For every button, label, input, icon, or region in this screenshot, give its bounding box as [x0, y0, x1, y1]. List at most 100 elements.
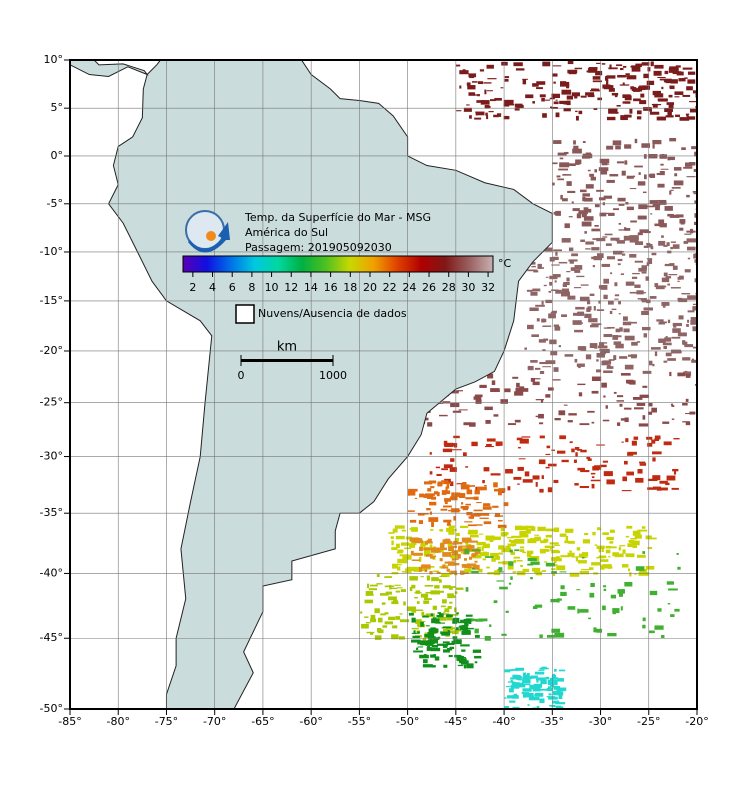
sst-patch	[427, 639, 431, 644]
sst-patch	[412, 635, 420, 639]
sst-patch	[511, 535, 521, 538]
sst-patch	[581, 156, 591, 159]
sst-patch	[575, 110, 578, 113]
sst-patch	[654, 437, 659, 442]
sst-patch	[561, 314, 568, 318]
sst-patch	[641, 310, 649, 316]
sst-patch	[650, 213, 653, 215]
sst-patch	[380, 613, 386, 616]
sst-patch	[394, 525, 405, 529]
sst-patch	[455, 64, 461, 67]
sst-patch	[365, 621, 371, 624]
sst-patch	[447, 593, 454, 599]
sst-patch	[605, 243, 612, 246]
sst-patch	[479, 69, 485, 72]
sst-patch	[640, 93, 645, 98]
sst-patch	[364, 616, 369, 618]
sst-patch	[574, 95, 578, 99]
sst-patch	[629, 321, 637, 324]
sst-patch	[505, 532, 509, 536]
sst-patch	[671, 487, 679, 490]
y-tick-label: 0°	[51, 149, 64, 162]
sst-patch	[475, 399, 482, 404]
sst-patch	[420, 621, 424, 627]
sst-patch	[492, 505, 499, 508]
colorbar-tick-label: 8	[248, 281, 255, 294]
sst-patch	[681, 147, 686, 150]
sst-patch	[425, 540, 428, 545]
sst-patch	[561, 89, 572, 95]
sst-patch	[634, 573, 637, 575]
sst-patch	[411, 639, 421, 643]
sst-patch	[522, 479, 533, 483]
sst-patch	[469, 74, 475, 79]
sst-patch	[612, 335, 619, 340]
sst-patch	[539, 361, 548, 365]
sst-patch	[576, 275, 585, 278]
sst-patch	[463, 558, 468, 561]
sst-patch	[544, 247, 553, 252]
sst-patch	[672, 328, 681, 333]
sst-patch	[596, 359, 599, 362]
sst-patch	[569, 441, 573, 444]
sst-patch	[454, 538, 459, 542]
sst-patch	[530, 360, 538, 363]
sst-patch	[468, 92, 476, 96]
sst-patch	[473, 513, 481, 517]
sst-patch	[550, 549, 559, 551]
sst-patch	[603, 370, 613, 374]
sst-patch	[576, 547, 581, 551]
sst-patch	[459, 570, 465, 575]
sst-patch	[620, 418, 626, 421]
sst-patch	[442, 448, 453, 453]
sst-patch	[583, 216, 594, 221]
sst-patch	[588, 567, 594, 570]
sst-patch	[401, 529, 406, 532]
sst-patch	[579, 423, 590, 426]
sst-patch	[456, 483, 464, 485]
sst-patch	[571, 201, 574, 204]
sst-patch	[415, 619, 422, 624]
sst-patch	[624, 407, 632, 410]
sst-patch	[441, 631, 450, 636]
sst-patch	[641, 85, 651, 90]
sst-patch	[553, 367, 559, 372]
sst-patch	[419, 493, 425, 498]
sst-patch	[574, 265, 583, 270]
sst-patch	[661, 86, 664, 90]
sst-patch	[461, 502, 464, 505]
sst-patch	[448, 528, 457, 531]
sst-patch	[458, 549, 466, 552]
sst-patch	[609, 546, 617, 549]
sst-patch	[687, 257, 691, 260]
sst-patch	[545, 360, 556, 365]
sst-patch	[606, 75, 616, 79]
sst-patch	[439, 558, 443, 562]
sst-patch	[428, 636, 436, 640]
sst-patch	[520, 532, 527, 536]
sst-patch	[556, 175, 561, 178]
sst-patch	[646, 436, 653, 440]
sst-patch	[600, 564, 605, 570]
sst-patch	[676, 553, 679, 555]
sst-patch	[536, 81, 546, 85]
sst-patch	[665, 352, 672, 357]
sst-patch	[661, 635, 665, 639]
sst-patch	[552, 700, 560, 704]
sst-patch	[493, 600, 498, 604]
sst-patch	[370, 614, 376, 619]
sst-patch	[425, 625, 430, 627]
sst-patch	[446, 568, 450, 572]
sst-patch	[650, 61, 654, 67]
sst-patch	[624, 417, 629, 423]
sst-patch	[398, 636, 405, 640]
sst-patch	[637, 215, 647, 220]
sst-patch	[580, 239, 585, 243]
sst-patch	[535, 304, 545, 307]
sst-patch	[665, 276, 672, 279]
sst-patch	[608, 108, 618, 114]
sst-patch	[452, 618, 458, 624]
sst-patch	[542, 113, 547, 118]
sst-patch	[669, 371, 672, 377]
sst-patch	[621, 441, 624, 443]
